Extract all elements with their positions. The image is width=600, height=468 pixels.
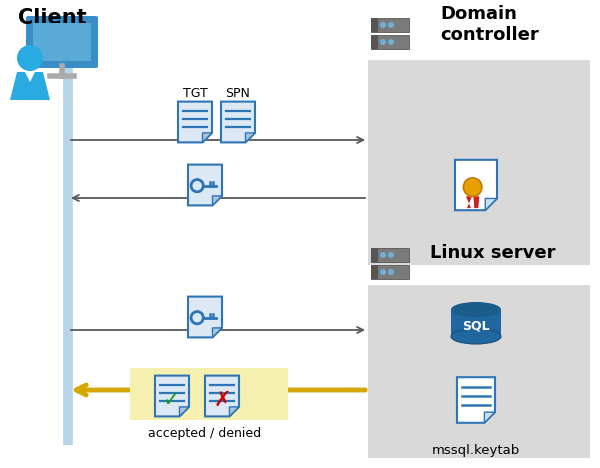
FancyBboxPatch shape xyxy=(26,16,98,68)
Circle shape xyxy=(380,22,386,28)
Text: mssql.keytab: mssql.keytab xyxy=(432,444,520,457)
Polygon shape xyxy=(25,72,35,82)
Polygon shape xyxy=(466,197,472,208)
Circle shape xyxy=(388,39,394,45)
Polygon shape xyxy=(245,133,255,142)
Text: TGT: TGT xyxy=(182,87,208,100)
Text: accepted / denied: accepted / denied xyxy=(148,427,262,440)
Polygon shape xyxy=(368,285,590,458)
Text: Domain
controller: Domain controller xyxy=(440,5,539,44)
Polygon shape xyxy=(212,328,222,337)
FancyBboxPatch shape xyxy=(371,265,409,279)
Polygon shape xyxy=(371,18,378,32)
Text: ✗: ✗ xyxy=(213,390,231,410)
Polygon shape xyxy=(455,160,497,210)
Circle shape xyxy=(17,45,43,71)
Circle shape xyxy=(380,252,386,258)
Circle shape xyxy=(388,269,394,275)
Ellipse shape xyxy=(451,302,501,317)
Polygon shape xyxy=(484,412,495,423)
Polygon shape xyxy=(179,407,189,417)
FancyBboxPatch shape xyxy=(371,35,409,49)
Polygon shape xyxy=(202,133,212,142)
Polygon shape xyxy=(457,377,495,423)
FancyBboxPatch shape xyxy=(33,23,91,61)
Polygon shape xyxy=(188,297,222,337)
Polygon shape xyxy=(205,376,239,417)
Polygon shape xyxy=(229,407,239,417)
Circle shape xyxy=(388,252,394,258)
Text: SPN: SPN xyxy=(226,87,250,100)
Polygon shape xyxy=(473,197,479,208)
Polygon shape xyxy=(212,196,222,205)
Polygon shape xyxy=(221,102,255,142)
Circle shape xyxy=(380,269,386,275)
Polygon shape xyxy=(368,60,590,265)
Circle shape xyxy=(463,178,482,197)
Circle shape xyxy=(388,22,394,28)
Ellipse shape xyxy=(451,329,501,344)
Polygon shape xyxy=(451,309,501,336)
Text: SQL: SQL xyxy=(462,320,490,332)
Polygon shape xyxy=(178,102,212,142)
Polygon shape xyxy=(188,165,222,205)
Text: ✓: ✓ xyxy=(163,390,181,410)
Text: Linux server: Linux server xyxy=(430,244,556,262)
FancyBboxPatch shape xyxy=(130,368,288,420)
Polygon shape xyxy=(371,248,378,262)
Polygon shape xyxy=(155,376,189,417)
Polygon shape xyxy=(371,35,378,49)
Polygon shape xyxy=(10,72,50,100)
Polygon shape xyxy=(485,198,497,210)
Polygon shape xyxy=(371,265,378,279)
FancyBboxPatch shape xyxy=(371,248,409,262)
Text: Client: Client xyxy=(17,8,86,28)
FancyBboxPatch shape xyxy=(371,18,409,32)
Circle shape xyxy=(380,39,386,45)
